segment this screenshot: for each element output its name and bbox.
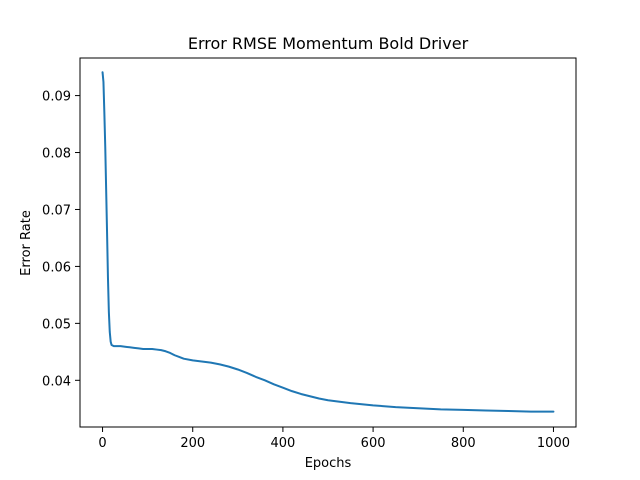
x-tick-label: 0 [98, 436, 106, 451]
chart-title: Error RMSE Momentum Bold Driver [188, 34, 469, 53]
y-tick-label: 0.04 [42, 374, 71, 389]
y-tick-label: 0.06 [42, 260, 71, 275]
y-axis-label: Error Rate [19, 210, 34, 276]
y-tick-label: 0.09 [42, 90, 71, 105]
y-tick-label: 0.05 [42, 317, 71, 332]
plot-frame [79, 57, 577, 428]
x-tick-label: 1000 [537, 436, 570, 451]
x-tick-label: 200 [180, 436, 205, 451]
plot-area [80, 58, 576, 427]
y-tick-label: 0.07 [42, 203, 71, 218]
x-tick-label: 800 [451, 436, 476, 451]
x-axis-label: Epochs [305, 456, 352, 471]
y-tick-label: 0.08 [42, 147, 71, 162]
x-axis-ticks: 0 200 400 600 800 1000 [98, 427, 570, 451]
x-tick-label: 400 [270, 436, 295, 451]
y-axis-ticks: 0.04 0.05 0.06 0.07 0.08 0.09 [42, 90, 80, 389]
x-tick-label: 600 [361, 436, 386, 451]
series-line [101, 71, 555, 413]
